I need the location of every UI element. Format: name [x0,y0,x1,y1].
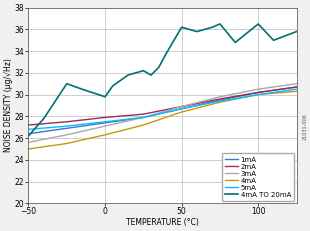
4mA TO 20mA [180,26,184,29]
4mA TO 20mA [27,134,30,137]
4mA TO 20mA [188,28,191,31]
4mA TO 20mA [165,52,168,55]
4mA TO 20mA [111,85,115,87]
Y-axis label: NOISE DENSITY (μg/√Hz): NOISE DENSITY (μg/√Hz) [4,58,13,152]
4mA TO 20mA [65,82,69,85]
5mA [256,93,260,96]
3mA [65,134,69,136]
3mA [141,116,145,119]
4mA [180,111,184,113]
Text: 21031-006: 21031-006 [303,114,308,140]
4mA TO 20mA [256,23,260,25]
4mA [218,101,222,103]
4mA TO 20mA [218,23,222,25]
1mA [65,127,69,130]
4mA TO 20mA [157,66,161,69]
4mA TO 20mA [272,39,275,42]
4mA TO 20mA [103,95,107,98]
4mA TO 20mA [210,26,214,29]
2mA [295,86,299,88]
1mA [180,107,184,110]
4mA TO 20mA [233,41,237,44]
2mA [103,116,107,119]
1mA [295,86,299,88]
4mA TO 20mA [195,30,199,33]
1mA [141,116,145,119]
3mA [295,82,299,85]
4mA [256,93,260,96]
3mA [180,105,184,108]
5mA [180,107,184,110]
4mA TO 20mA [126,74,130,76]
4mA TO 20mA [80,88,84,91]
Line: 3mA: 3mA [29,84,297,143]
4mA [141,124,145,126]
4mA [27,148,30,150]
3mA [256,88,260,91]
Line: 1mA: 1mA [29,87,297,134]
2mA [180,105,184,108]
1mA [103,122,107,124]
5mA [103,120,107,123]
5mA [218,100,222,103]
4mA TO 20mA [295,30,299,33]
X-axis label: TEMPERATURE (°C): TEMPERATURE (°C) [126,218,199,227]
4mA TO 20mA [141,69,145,72]
2mA [141,113,145,116]
1mA [218,99,222,101]
1mA [256,91,260,94]
4mA TO 20mA [42,117,46,120]
5mA [27,128,30,131]
2mA [65,120,69,123]
Line: 2mA: 2mA [29,87,297,125]
4mA [295,90,299,93]
Legend: 1mA, 2mA, 3mA, 4mA, 5mA, 4mA TO 20mA: 1mA, 2mA, 3mA, 4mA, 5mA, 4mA TO 20mA [222,153,294,201]
2mA [27,124,30,126]
3mA [103,125,107,128]
5mA [295,88,299,91]
2mA [218,97,222,100]
5mA [141,116,145,119]
Line: 5mA: 5mA [29,89,297,129]
3mA [27,141,30,144]
4mA [103,134,107,136]
4mA [65,142,69,145]
5mA [65,125,69,128]
4mA TO 20mA [149,74,153,76]
3mA [218,95,222,98]
2mA [256,91,260,94]
Line: 4mA TO 20mA: 4mA TO 20mA [29,24,297,136]
1mA [27,132,30,135]
Line: 4mA: 4mA [29,91,297,149]
